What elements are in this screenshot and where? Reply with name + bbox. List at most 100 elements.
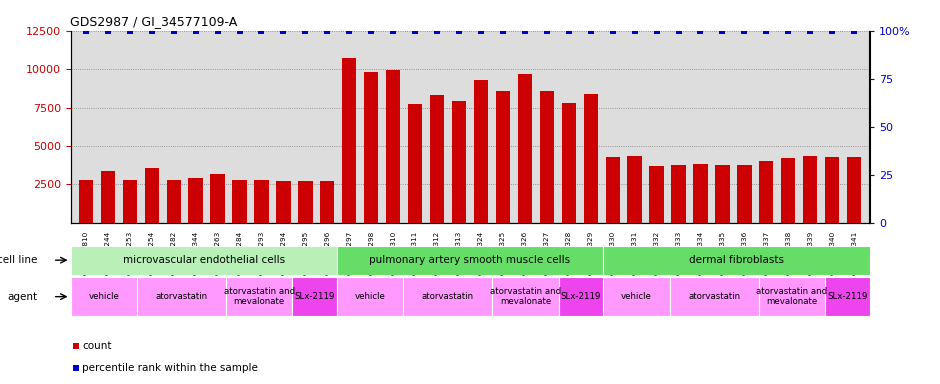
Bar [715,165,729,223]
Text: vehicle: vehicle [621,292,652,301]
Point [583,28,598,34]
Point [561,28,576,34]
Bar [605,157,619,223]
Point [342,28,357,34]
Point [276,28,291,34]
Text: percentile rank within the sample: percentile rank within the sample [83,362,258,373]
Bar [298,181,312,223]
Bar [669,277,759,316]
Text: vehicle: vehicle [88,292,119,301]
Bar [495,91,510,223]
Point [122,28,137,34]
Point [847,28,862,34]
Point [649,28,664,34]
Bar [403,277,493,316]
Text: SLx-2119: SLx-2119 [827,292,868,301]
Point [451,28,466,34]
Text: pulmonary artery smooth muscle cells: pulmonary artery smooth muscle cells [369,255,571,265]
Bar [558,277,603,316]
Point [320,28,335,34]
Bar [70,246,337,275]
Point [715,28,730,34]
Point [540,28,555,34]
Point [495,28,510,34]
Bar [101,171,115,223]
Text: SLx-2119: SLx-2119 [294,292,335,301]
Bar [337,277,403,316]
Point [803,28,818,34]
Bar [737,165,751,223]
Text: atorvastatin and
mevalonate: atorvastatin and mevalonate [224,287,295,306]
Bar [189,178,203,223]
Point [627,28,642,34]
Point [254,28,269,34]
Bar [540,91,554,223]
Text: microvascular endothelial cells: microvascular endothelial cells [122,255,285,265]
Point [232,28,247,34]
Point [144,28,159,34]
Text: atorvastatin: atorvastatin [688,292,740,301]
Bar [847,157,861,223]
Bar [232,180,246,223]
Bar [650,166,664,223]
Text: atorvastatin: atorvastatin [422,292,474,301]
Point [188,28,203,34]
Point [430,28,445,34]
Bar [364,72,379,223]
Bar [79,180,93,223]
Bar [321,181,335,223]
Point [210,28,225,34]
Point [78,28,93,34]
Point [166,28,181,34]
Bar [518,74,532,223]
Point [408,28,423,34]
Bar [137,277,226,316]
Bar [408,104,422,223]
Bar [803,156,818,223]
Bar [474,80,488,223]
Point [737,28,752,34]
Bar [671,165,685,223]
Bar [145,168,159,223]
Bar [452,101,466,223]
Point [671,28,686,34]
Bar [292,277,337,316]
Text: cell line: cell line [0,255,38,265]
Bar [760,161,774,223]
Point [605,28,620,34]
Point [298,28,313,34]
Text: GDS2987 / GI_34577109-A: GDS2987 / GI_34577109-A [70,15,238,28]
Text: atorvastatin and
mevalonate: atorvastatin and mevalonate [757,287,827,306]
Bar [342,58,356,223]
Bar [781,158,795,223]
Bar [337,246,603,275]
Point [517,28,532,34]
Bar [825,277,870,316]
Point [824,28,839,34]
Point [101,28,116,34]
Bar [825,157,839,223]
Bar [603,246,870,275]
Bar [386,70,400,223]
Bar [255,180,269,223]
Bar [603,277,669,316]
Text: dermal fibroblasts: dermal fibroblasts [689,255,784,265]
Bar [226,277,292,316]
Bar [759,277,825,316]
Point [69,365,84,371]
Bar [276,181,290,223]
Bar [694,164,708,223]
Text: count: count [83,341,112,351]
Text: atorvastatin and
mevalonate: atorvastatin and mevalonate [490,287,561,306]
Point [474,28,489,34]
Bar [584,94,598,223]
Point [693,28,708,34]
Text: atorvastatin: atorvastatin [155,292,208,301]
Bar [561,103,576,223]
Point [781,28,796,34]
Text: SLx-2119: SLx-2119 [561,292,602,301]
Text: vehicle: vehicle [354,292,385,301]
Point [364,28,379,34]
Bar [166,180,180,223]
Point [759,28,774,34]
